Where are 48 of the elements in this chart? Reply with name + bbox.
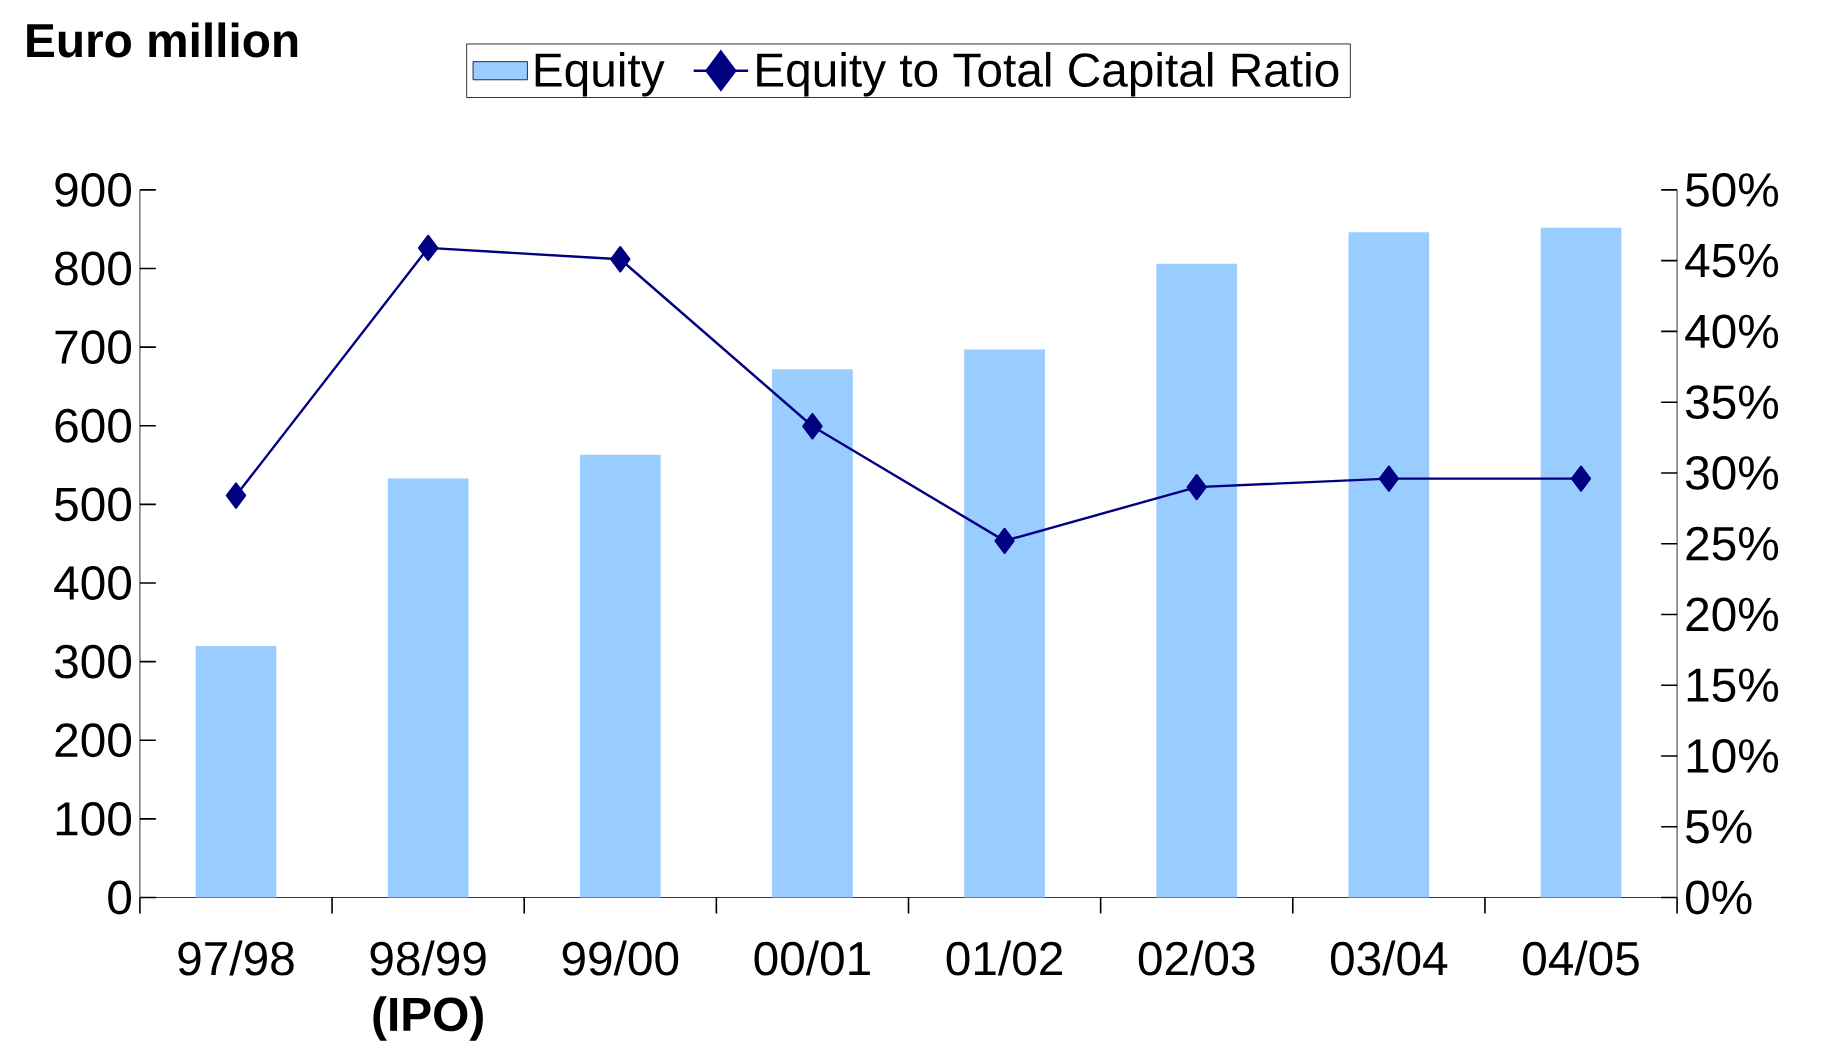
y2-tick-label: 40% <box>1685 314 1779 349</box>
bar <box>772 368 853 898</box>
y2-tick-label: 50% <box>1686 172 1779 207</box>
point <box>610 245 631 273</box>
chart-title: Euro million <box>27 22 298 58</box>
y2-tick-label: 25% <box>1686 526 1779 561</box>
bar <box>387 478 469 898</box>
y2-tick-label: 5% <box>1686 809 1752 844</box>
bar <box>579 454 661 898</box>
y2-tick-label: 35% <box>1685 385 1779 419</box>
point <box>417 234 439 261</box>
y-tick-label: 500 <box>55 487 131 522</box>
y-tick-label: 800 <box>55 251 131 286</box>
bar <box>1348 232 1430 898</box>
y-tick-label: 400 <box>54 565 131 600</box>
y2-tick-label: 45% <box>1685 243 1779 278</box>
y-tick-label: 600 <box>55 408 131 443</box>
y-tick-label: 100 <box>56 801 131 836</box>
point <box>225 482 247 509</box>
y-tick-label: 700 <box>55 330 131 364</box>
y-tick-label: 300 <box>54 644 131 679</box>
x-tick-label: 03/04 <box>1330 940 1448 976</box>
point <box>1186 473 1207 501</box>
x-tick-label: 98/99 (IPO) <box>370 940 486 1041</box>
legend-label: Equity <box>535 51 665 97</box>
point <box>802 412 823 440</box>
x-tick-label: 01/02 <box>946 940 1062 976</box>
bar <box>964 349 1045 898</box>
y2-tick-label: 15% <box>1687 668 1779 702</box>
point <box>1570 465 1592 492</box>
bar <box>1156 263 1238 898</box>
x-tick-label: 04/05 <box>1523 940 1639 976</box>
bar <box>1540 227 1622 898</box>
bar <box>195 645 277 898</box>
y2-tick-label: 0% <box>1686 880 1752 915</box>
x-tick-label: 99/00 <box>562 940 679 976</box>
x-tick-label: 97/98 <box>178 940 294 976</box>
y-tick-label: 900 <box>55 172 131 207</box>
point <box>1378 465 1400 492</box>
x-tick-label: 00/01 <box>754 940 870 976</box>
y2-tick-label: 20% <box>1686 597 1779 632</box>
x-tick-label: 02/03 <box>1138 940 1255 976</box>
y2-tick-label: 30% <box>1685 455 1779 490</box>
y-tick-label: 0 <box>108 880 132 915</box>
legend-label: Equity to Total Capital Ratio <box>757 51 1339 97</box>
point <box>994 527 1015 554</box>
y2-tick-label: 10% <box>1687 738 1779 773</box>
y-tick-label: 200 <box>55 723 131 757</box>
